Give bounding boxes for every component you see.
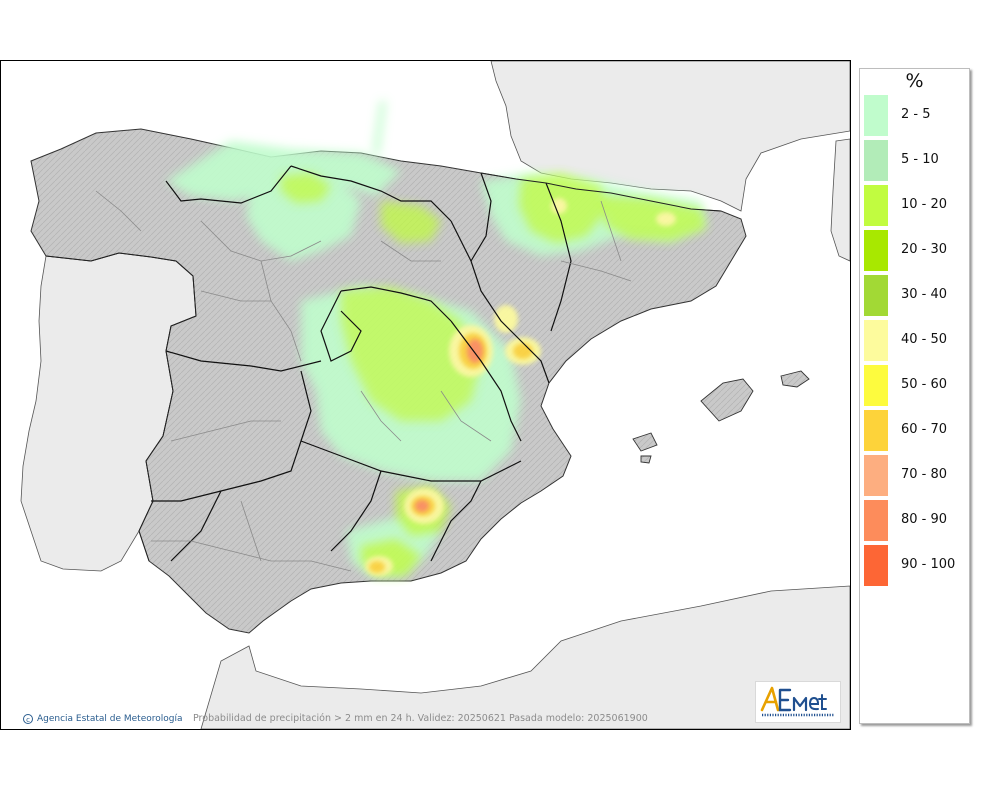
legend-label: 70 - 80 — [901, 467, 948, 482]
legend-label: 30 - 40 — [901, 287, 948, 302]
legend-swatch — [864, 185, 888, 226]
legend-item: 10 - 20 — [864, 185, 964, 230]
legend-swatch — [864, 275, 888, 316]
legend-label: 60 - 70 — [901, 422, 948, 437]
aemet-logo — [755, 681, 841, 723]
legend-item: 20 - 30 — [864, 230, 964, 275]
legend-label: 40 - 50 — [901, 332, 948, 347]
legend-swatch — [864, 320, 888, 361]
legend-swatch — [864, 455, 888, 496]
menorca-island — [780, 370, 810, 388]
legend-swatch — [864, 230, 888, 271]
legend-item: 2 - 5 — [864, 95, 964, 140]
legend-item: 30 - 40 — [864, 275, 964, 320]
precipitation-probability-map — [1, 61, 850, 729]
legend-label: 20 - 30 — [901, 242, 948, 257]
legend-label: 50 - 60 — [901, 377, 948, 392]
legend-item: 5 - 10 — [864, 140, 964, 185]
legend-label: 2 - 5 — [901, 107, 931, 122]
legend-item: 50 - 60 — [864, 365, 964, 410]
formentera-island — [640, 455, 652, 464]
legend-swatch — [864, 95, 888, 136]
france-landmass — [490, 61, 850, 212]
mallorca-island — [700, 378, 754, 422]
aemet-logo-mark — [760, 686, 834, 717]
legend-item: 70 - 80 — [864, 455, 964, 500]
copyright-icon: c — [23, 714, 33, 724]
legend-item: 80 - 90 — [864, 500, 964, 545]
legend-swatch — [864, 140, 888, 181]
legend-item: 60 - 70 — [864, 410, 964, 455]
legend-title: % — [905, 70, 924, 92]
legend-swatch — [864, 365, 888, 406]
legend-label: 10 - 20 — [901, 197, 948, 212]
map-caption: Probabilidad de precipitación > 2 mm en … — [193, 713, 648, 724]
legend-swatch — [864, 500, 888, 541]
africa-landmass — [200, 585, 850, 729]
credit-text: Agencia Estatal de Meteorología — [37, 714, 183, 724]
province-borders — [95, 190, 632, 572]
legend-items: 2 - 5 5 - 10 10 - 20 20 - 30 30 - 40 40 - 50 5… — [864, 95, 964, 590]
sardinia-landmass — [830, 138, 850, 262]
map-panel: c Agencia Estatal de Meteorología Probab… — [0, 60, 851, 730]
legend-item: 40 - 50 — [864, 320, 964, 365]
probability-overlay — [166, 101, 706, 576]
legend-swatch — [864, 545, 888, 586]
region-borders — [151, 165, 572, 562]
ibiza-island — [632, 432, 658, 452]
legend-label: 80 - 90 — [901, 512, 948, 527]
legend-label: 5 - 10 — [901, 152, 939, 167]
aemet-credit: c Agencia Estatal de Meteorología — [23, 714, 183, 724]
legend-swatch — [864, 410, 888, 451]
legend-label: 90 - 100 — [901, 557, 956, 572]
legend-item: 90 - 100 — [864, 545, 964, 590]
country-borders — [45, 172, 722, 562]
legend: % 2 - 5 5 - 10 10 - 20 20 - 30 30 - 40 40 - 5… — [859, 68, 970, 724]
